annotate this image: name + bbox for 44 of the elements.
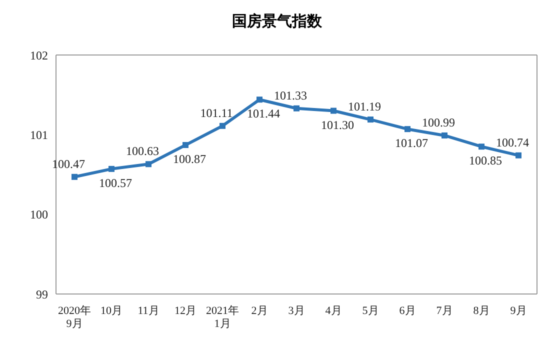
y-tick-label: 101 (30, 128, 48, 142)
x-tick-label: 2020年 9月 (58, 305, 91, 330)
x-tick-label: 12月 (174, 305, 196, 317)
point (478, 144, 484, 150)
x-tick-label: 4月 (325, 305, 342, 317)
x-tick-label: 8月 (473, 305, 490, 317)
point (404, 126, 410, 132)
data-label: 100.74 (496, 135, 529, 150)
data-label: 101.33 (274, 88, 307, 102)
y-tick-label: 102 (30, 48, 48, 62)
point (368, 116, 374, 123)
data-label: 100.63 (126, 144, 159, 158)
data-label: 101.19 (348, 100, 381, 114)
data-label: 101.44 (247, 106, 280, 121)
data-label: 100.85 (469, 154, 502, 168)
y-tick-label: 100 (30, 208, 48, 222)
data-label: 101.30 (321, 118, 354, 132)
point (516, 152, 522, 158)
chart-title: 国房景气指数 (231, 11, 323, 32)
x-tick-label: 7月 (436, 305, 453, 317)
x-tick-label: 6月 (399, 305, 416, 317)
data-label: 100.57 (99, 176, 132, 190)
x-tick-label: 2021年 1月 (206, 305, 239, 330)
point (256, 96, 262, 103)
data-label: 100.99 (422, 115, 455, 130)
data-label: 100.47 (52, 156, 85, 171)
data-label: 101.11 (200, 106, 233, 120)
point (220, 122, 226, 129)
point (330, 108, 336, 114)
x-tick-label: 10月 (100, 305, 122, 317)
x-tick-label: 5月 (362, 305, 379, 317)
point (72, 174, 78, 180)
x-tick-label: 9月 (510, 305, 527, 317)
point (146, 161, 152, 168)
x-tick-label: 11月 (138, 305, 160, 317)
data-label: 101.07 (395, 136, 428, 150)
data-label: 100.87 (173, 152, 206, 166)
point (108, 166, 114, 172)
point (442, 132, 448, 138)
point (294, 105, 300, 112)
y-tick-label: 99 (36, 287, 48, 302)
point (182, 142, 188, 148)
x-tick-label: 3月 (288, 305, 305, 317)
x-tick-label: 2月 (251, 305, 268, 317)
